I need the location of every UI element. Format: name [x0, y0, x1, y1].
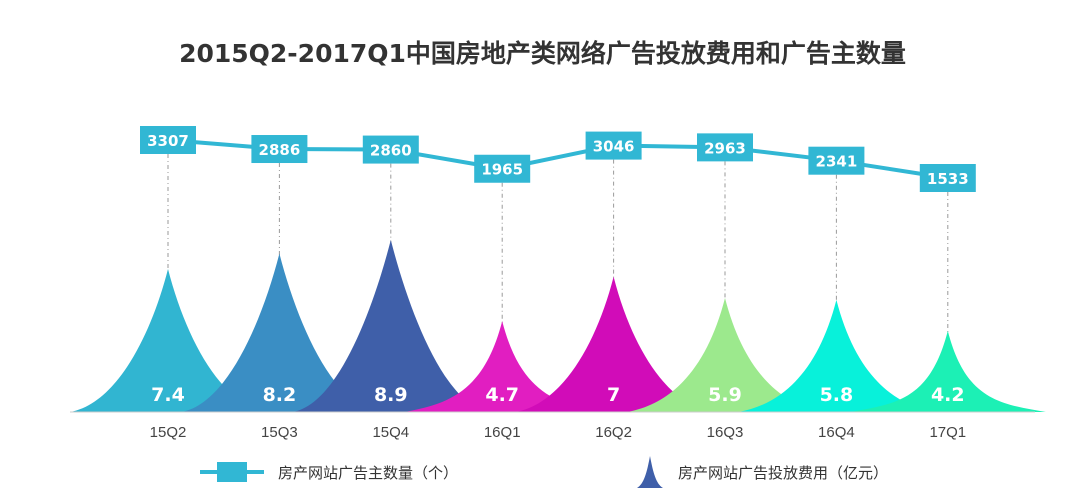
category-label: 16Q3 — [707, 424, 744, 441]
legend-item-ad-spend: 房产网站广告投放费用（亿元） — [636, 452, 888, 492]
count-value-box — [251, 135, 308, 164]
count-value-label: 3307 — [147, 132, 189, 150]
count-value-label: 1965 — [481, 161, 523, 179]
peak-value-label: 5.8 — [820, 384, 854, 406]
category-label: 15Q2 — [150, 424, 187, 441]
peak-value-label: 4.7 — [485, 384, 519, 406]
peak-value-label: 7.4 — [151, 384, 185, 406]
count-value-label: 2341 — [816, 153, 858, 171]
count-value-label: 1533 — [927, 170, 969, 188]
peak-value-label: 5.9 — [708, 384, 742, 406]
legend-label-ad-spend: 房产网站广告投放费用（亿元） — [678, 463, 889, 482]
count-value-label: 2963 — [704, 139, 746, 157]
count-value-label: 3046 — [593, 138, 635, 156]
count-value-box — [697, 133, 753, 162]
count-value-box — [808, 146, 865, 175]
peak-mark — [181, 253, 378, 412]
category-label: 16Q1 — [484, 424, 521, 441]
peak-value-label: 8.2 — [263, 384, 297, 406]
count-value-box — [585, 131, 642, 160]
peak-value-label: 4.2 — [931, 384, 965, 406]
chart-canvas: 7.4 8.2 8.9 4.7 7 5.9 5.8 4.2 15Q2 15Q3 15Q4 16Q1 16… — [70, 126, 1046, 441]
legend-label-advertiser-count: 房产网站广告主数量（个） — [278, 463, 459, 482]
count-value-box — [140, 126, 196, 154]
count-value-box — [362, 135, 419, 164]
line-with-box-icon — [200, 458, 264, 486]
category-label: 16Q4 — [818, 424, 855, 441]
count-value-label: 2886 — [259, 141, 301, 159]
peak-shape-icon — [637, 456, 663, 488]
count-value-box — [919, 164, 976, 192]
category-label: 16Q2 — [595, 424, 632, 441]
peak-value-label: 8.9 — [374, 384, 408, 406]
chart-title: 2015Q2-2017Q1中国房地产类网络广告投放费用和广告主数量 — [179, 39, 906, 68]
peak-value-label: 7 — [607, 384, 620, 406]
peak-mark — [738, 299, 935, 412]
legend-item-advertiser-count: 房产网站广告主数量（个） — [200, 452, 458, 492]
category-label: 17Q1 — [929, 424, 966, 441]
category-label: 15Q4 — [372, 424, 409, 441]
peak-mark — [515, 276, 712, 412]
category-label: 15Q3 — [261, 424, 298, 441]
count-value-box — [474, 154, 531, 183]
count-value-label: 2860 — [370, 142, 412, 160]
peak-mark — [292, 240, 489, 412]
peak-mark — [849, 330, 1046, 412]
peak-mark — [627, 297, 823, 412]
peak-mark — [70, 268, 266, 412]
peak-mark — [404, 321, 601, 412]
